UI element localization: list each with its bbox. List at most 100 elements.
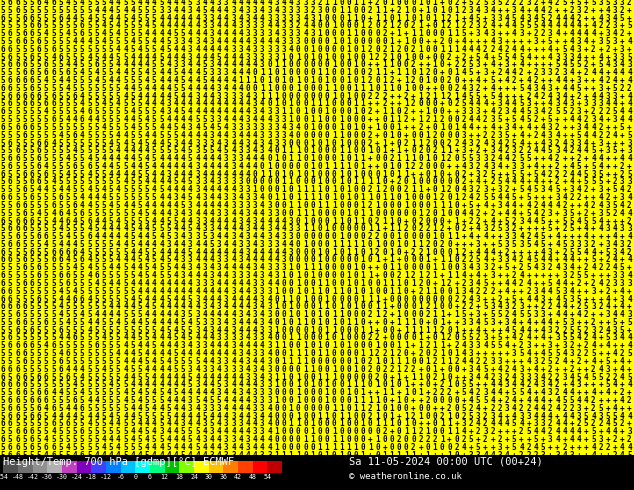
Text: 0: 0	[332, 107, 337, 116]
Text: 0: 0	[303, 92, 307, 101]
Bar	[573, 46, 579, 53]
Bar	[11, 147, 18, 155]
Text: 2: 2	[562, 170, 567, 179]
Text: 5: 5	[605, 37, 610, 46]
Text: 1: 1	[296, 201, 301, 210]
Text: +: +	[627, 123, 631, 132]
Bar	[522, 46, 529, 53]
Text: 5: 5	[37, 240, 41, 249]
Bar	[587, 0, 594, 6]
Text: 1: 1	[288, 177, 294, 187]
Text: 4: 4	[159, 76, 164, 85]
Text: 5: 5	[58, 37, 63, 46]
Text: +: +	[598, 396, 603, 405]
Text: 0: 0	[411, 84, 416, 93]
Bar	[594, 248, 601, 256]
Bar	[335, 209, 342, 217]
Bar	[25, 350, 32, 358]
Bar	[83, 225, 90, 233]
Text: 4: 4	[260, 201, 264, 210]
Bar	[133, 350, 140, 358]
Text: 4: 4	[152, 271, 157, 280]
Bar	[205, 53, 212, 61]
Bar	[616, 436, 623, 443]
Text: 4: 4	[238, 435, 243, 444]
Bar	[148, 171, 155, 178]
Text: 5: 5	[166, 217, 171, 225]
Text: 4: 4	[505, 342, 509, 350]
Text: 0: 0	[425, 170, 430, 179]
Text: 1: 1	[368, 84, 373, 93]
Text: +: +	[469, 29, 474, 38]
Bar	[543, 14, 551, 22]
Bar	[579, 373, 587, 381]
Text: 4: 4	[534, 294, 538, 303]
Bar	[39, 271, 47, 279]
Text: 0: 0	[275, 349, 279, 358]
Text: +: +	[505, 162, 509, 171]
Bar	[234, 61, 241, 69]
Text: 4: 4	[267, 318, 272, 327]
Text: 0: 0	[346, 154, 351, 163]
Text: 0: 0	[375, 450, 380, 460]
Text: 3: 3	[238, 255, 243, 265]
Text: 6: 6	[8, 396, 13, 405]
Text: 0: 0	[354, 92, 358, 101]
Text: 5: 5	[1, 29, 5, 38]
Text: 5: 5	[101, 60, 106, 70]
Bar	[155, 396, 162, 404]
Bar	[601, 326, 609, 334]
Bar	[551, 22, 558, 30]
Text: 5: 5	[80, 318, 84, 327]
Text: +: +	[483, 37, 488, 46]
Text: 4: 4	[159, 209, 164, 218]
Bar	[198, 92, 205, 100]
Bar	[205, 92, 212, 100]
Bar	[529, 303, 536, 311]
Text: 3: 3	[288, 123, 294, 132]
Bar	[148, 373, 155, 381]
Text: 5: 5	[37, 419, 41, 428]
Bar	[184, 256, 191, 264]
Bar	[299, 303, 306, 311]
Bar	[227, 334, 234, 342]
Text: 1: 1	[303, 318, 307, 327]
Bar	[594, 123, 601, 131]
Text: 0: 0	[346, 177, 351, 187]
Text: +: +	[627, 45, 631, 54]
Bar	[4, 443, 11, 451]
Text: +: +	[569, 419, 574, 428]
Text: 3: 3	[253, 412, 257, 420]
Bar	[436, 248, 443, 256]
Text: 5: 5	[108, 60, 113, 70]
Bar	[429, 404, 436, 412]
Bar	[32, 436, 39, 443]
Text: 1: 1	[404, 84, 408, 93]
Text: 4: 4	[245, 99, 250, 108]
Text: 2: 2	[425, 115, 430, 124]
Text: 1: 1	[361, 396, 365, 405]
Text: 4: 4	[253, 248, 257, 257]
Bar	[543, 271, 551, 279]
Bar	[292, 271, 299, 279]
Bar	[277, 318, 285, 326]
Text: +: +	[368, 388, 373, 397]
Bar	[227, 303, 234, 311]
Text: 4: 4	[584, 248, 588, 257]
Text: 4: 4	[217, 372, 221, 382]
Text: 4: 4	[152, 217, 157, 225]
Bar	[529, 186, 536, 194]
Text: 5: 5	[519, 349, 524, 358]
Text: 4: 4	[174, 263, 178, 272]
Bar	[385, 69, 392, 77]
Text: 4: 4	[116, 232, 120, 241]
Text: 3: 3	[245, 224, 250, 233]
Bar	[68, 287, 75, 295]
Text: +: +	[375, 107, 380, 116]
Text: 0: 0	[303, 84, 307, 93]
Text: 4: 4	[555, 263, 560, 272]
Bar	[176, 69, 184, 77]
Bar	[392, 69, 399, 77]
Text: 5: 5	[152, 22, 157, 30]
Bar	[565, 295, 573, 303]
